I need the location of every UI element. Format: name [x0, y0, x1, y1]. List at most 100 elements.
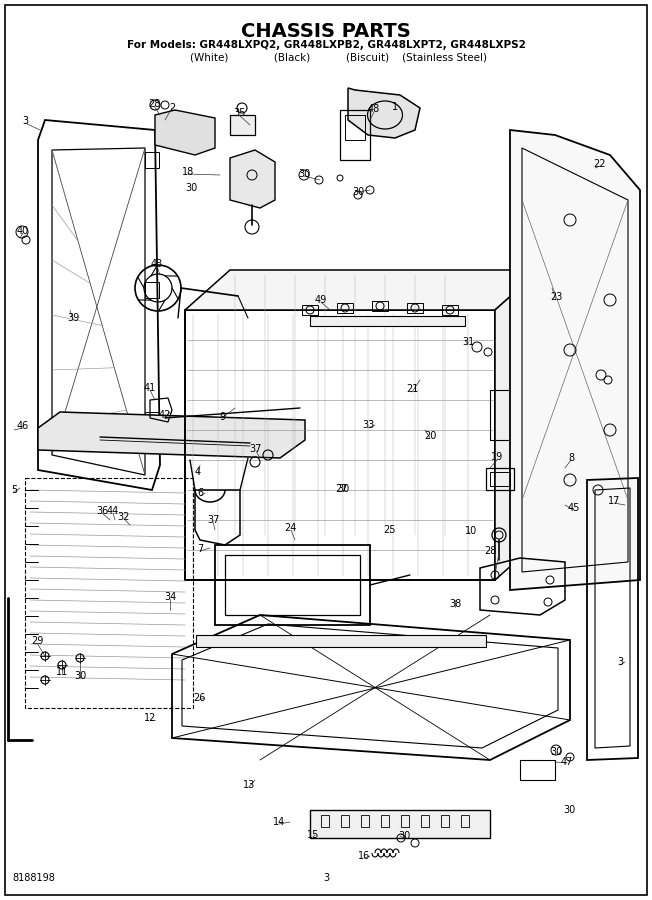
Bar: [302, 305, 318, 315]
Text: 30: 30: [398, 831, 410, 841]
Text: 41: 41: [144, 383, 156, 393]
Text: 24: 24: [284, 523, 296, 533]
Bar: [520, 760, 555, 780]
Polygon shape: [185, 270, 540, 310]
Text: 39: 39: [67, 313, 79, 323]
Text: 26: 26: [193, 693, 205, 703]
Text: 28: 28: [484, 546, 496, 556]
Polygon shape: [155, 110, 215, 155]
Text: (White)              (Black)           (Biscuit)    (Stainless Steel): (White) (Black) (Biscuit) (Stainless Ste…: [164, 53, 488, 63]
Text: 37: 37: [250, 444, 262, 454]
Text: 8: 8: [568, 453, 574, 463]
Text: 30: 30: [185, 183, 197, 193]
Text: 49: 49: [315, 295, 327, 305]
Bar: [341, 815, 349, 827]
Polygon shape: [510, 130, 640, 590]
Bar: [185, 310, 495, 580]
Text: 30: 30: [74, 671, 86, 681]
Bar: [310, 810, 490, 838]
Bar: [381, 815, 389, 827]
Text: 4: 4: [195, 467, 201, 477]
Text: 18: 18: [182, 167, 194, 177]
Text: 21: 21: [406, 384, 418, 394]
Text: 48: 48: [368, 104, 380, 114]
Text: 5: 5: [11, 485, 17, 495]
Text: 30: 30: [298, 169, 310, 179]
Text: For Models: GR448LXPQ2, GR448LXPB2, GR448LXPT2, GR448LXPS2: For Models: GR448LXPQ2, GR448LXPB2, GR44…: [126, 40, 526, 50]
Text: 25: 25: [384, 525, 396, 535]
Text: 11: 11: [56, 667, 68, 677]
Text: 10: 10: [465, 526, 477, 536]
Bar: [145, 152, 159, 168]
Text: 3: 3: [617, 657, 623, 667]
Bar: [401, 815, 409, 827]
Text: 42: 42: [159, 410, 171, 420]
Text: 1: 1: [392, 102, 398, 112]
Text: 23: 23: [550, 292, 562, 302]
Bar: [361, 815, 369, 827]
Bar: [442, 305, 458, 315]
Bar: [407, 303, 423, 313]
Text: 29: 29: [31, 636, 43, 646]
Text: 37: 37: [207, 515, 219, 525]
Bar: [196, 635, 486, 647]
Text: 32: 32: [118, 512, 130, 522]
Bar: [461, 815, 469, 827]
Bar: [321, 815, 329, 827]
Text: 35: 35: [233, 108, 245, 118]
Text: 14: 14: [273, 817, 285, 827]
Bar: [337, 303, 353, 313]
Bar: [145, 282, 159, 298]
Text: 19: 19: [491, 452, 503, 462]
Text: 46: 46: [17, 421, 29, 431]
Text: 13: 13: [243, 780, 255, 790]
Bar: [230, 115, 255, 135]
Text: 33: 33: [362, 420, 374, 430]
Polygon shape: [348, 88, 420, 138]
Text: 22: 22: [594, 159, 606, 169]
Text: 2: 2: [169, 103, 175, 113]
Text: 30: 30: [563, 805, 575, 815]
Bar: [490, 390, 515, 440]
Text: 43: 43: [151, 259, 163, 269]
Text: 44: 44: [107, 506, 119, 516]
Bar: [145, 412, 159, 428]
Bar: [421, 815, 429, 827]
Text: 30: 30: [337, 484, 349, 494]
Bar: [340, 110, 370, 160]
Text: 45: 45: [568, 503, 580, 513]
Bar: [225, 555, 360, 615]
Text: 8188198: 8188198: [12, 873, 55, 883]
Bar: [486, 468, 514, 490]
Bar: [25, 478, 193, 708]
Polygon shape: [230, 150, 275, 208]
Bar: [310, 316, 465, 326]
Text: 31: 31: [462, 337, 474, 347]
Text: 28: 28: [148, 99, 160, 109]
Text: 34: 34: [164, 592, 176, 602]
Polygon shape: [495, 270, 540, 580]
Polygon shape: [38, 412, 305, 458]
Text: 16: 16: [358, 851, 370, 861]
Text: 15: 15: [307, 830, 319, 840]
Text: 3: 3: [323, 873, 329, 883]
Text: 30: 30: [352, 187, 364, 197]
Bar: [345, 115, 365, 140]
Text: 40: 40: [17, 226, 29, 236]
Bar: [441, 815, 449, 827]
Text: 12: 12: [144, 713, 156, 723]
Text: 38: 38: [449, 599, 461, 609]
Text: 36: 36: [96, 506, 108, 516]
Text: CHASSIS PARTS: CHASSIS PARTS: [241, 22, 411, 41]
Text: 47: 47: [561, 757, 573, 767]
Text: 20: 20: [424, 431, 436, 441]
Text: 27: 27: [336, 484, 348, 494]
Text: 17: 17: [608, 496, 620, 506]
Bar: [215, 545, 370, 625]
Text: 6: 6: [197, 488, 203, 498]
Text: 30: 30: [550, 747, 562, 757]
Text: 3: 3: [22, 116, 28, 126]
Bar: [490, 472, 510, 486]
Bar: [372, 301, 388, 311]
Text: 7: 7: [197, 544, 203, 554]
